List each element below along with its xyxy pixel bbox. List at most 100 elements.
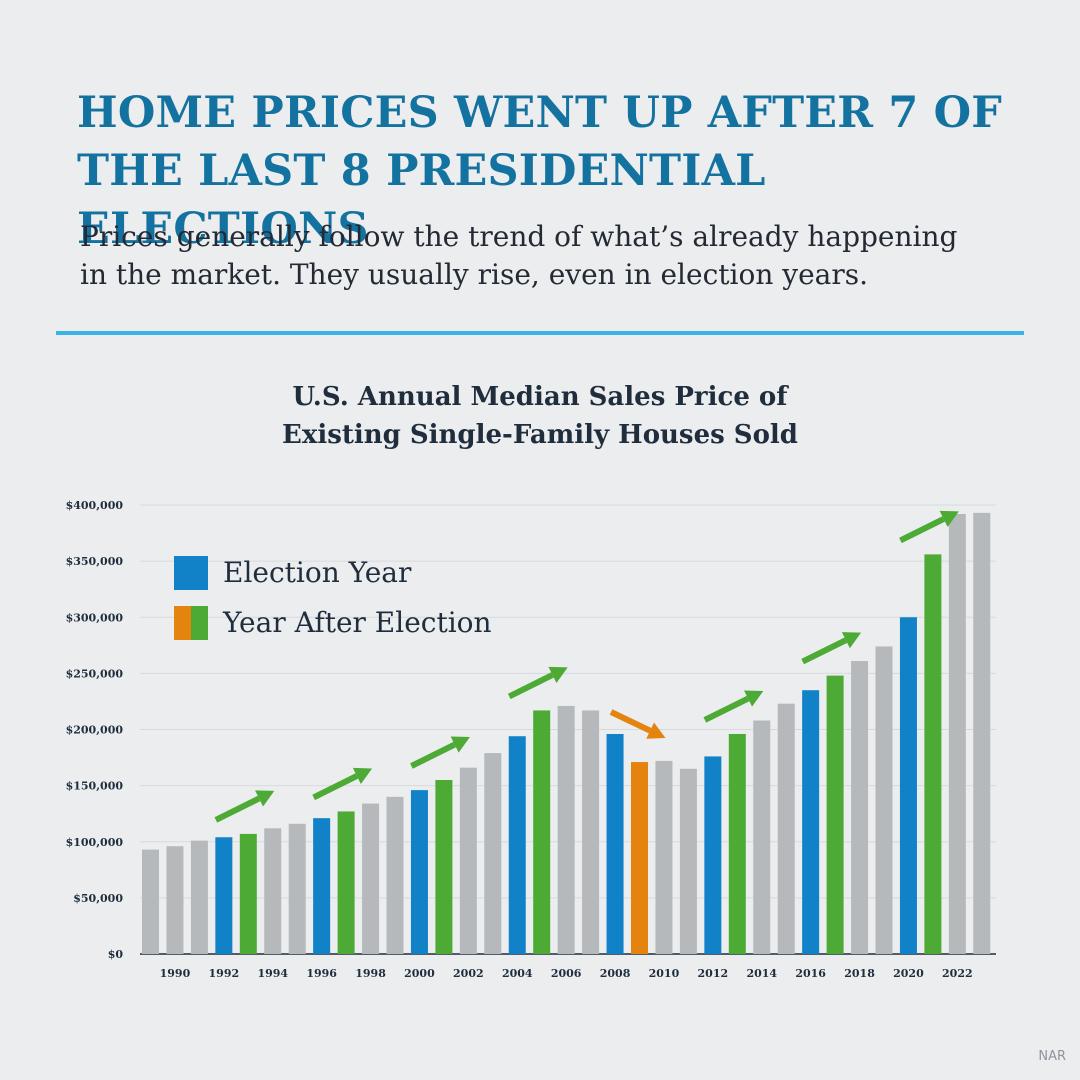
bar-2014 <box>753 720 771 954</box>
x-tick-label: 1998 <box>355 967 386 980</box>
bar-2011 <box>679 768 697 954</box>
y-tick-label: $100,000 <box>66 836 124 849</box>
swatch-orange <box>174 605 191 640</box>
legend-label-year-after-election: Year After Election <box>223 605 492 639</box>
bar-2017 <box>826 675 844 954</box>
bar-2009 <box>631 762 648 954</box>
bar-2001 <box>435 780 453 954</box>
trend-arrow-head <box>646 722 666 739</box>
bar-2019 <box>875 646 893 954</box>
bar-1989 <box>142 849 159 954</box>
trend-arrow-shaft <box>214 795 261 823</box>
legend-label-election-year: Election Year <box>223 555 412 589</box>
x-tick-label: 2014 <box>746 967 777 980</box>
bar-2013 <box>728 733 746 954</box>
y-tick-label: $350,000 <box>66 555 124 568</box>
trend-arrow-shaft <box>609 709 652 734</box>
bar-2012 <box>704 756 722 954</box>
trend-arrow-head <box>744 690 764 707</box>
trend-arrow <box>899 510 959 544</box>
bar-1990 <box>166 846 184 954</box>
x-tick-label: 2018 <box>844 967 875 980</box>
bar-2002 <box>459 767 477 954</box>
trend-arrow-shaft <box>410 741 457 769</box>
trend-arrow-shaft <box>899 516 946 544</box>
y-tick-label: $250,000 <box>66 667 124 680</box>
trend-arrow <box>410 736 470 769</box>
trend-arrow-head <box>939 510 959 528</box>
subheadline-line-2: in the market. They usually rise, even i… <box>80 258 868 291</box>
x-tick-label: 1990 <box>160 967 191 980</box>
x-tick-label: 1996 <box>306 967 337 980</box>
trend-arrow-head <box>255 790 275 807</box>
bar-1991 <box>190 840 208 954</box>
bar-2021 <box>924 554 942 954</box>
legend-swatch-election-year <box>174 555 208 590</box>
bar-2020 <box>899 617 917 954</box>
y-tick-label: $50,000 <box>73 892 123 905</box>
subheadline-line-1: Prices generally follow the trend of wha… <box>80 220 958 253</box>
bar-1993 <box>239 833 257 954</box>
trend-arrow-shaft <box>703 695 750 723</box>
bar-2018 <box>851 661 869 954</box>
source-credit: NAR <box>1038 1049 1066 1064</box>
trend-arrow-shaft <box>507 672 554 700</box>
x-tick-label: 2008 <box>600 967 631 980</box>
bar-2015 <box>777 703 795 954</box>
chart-title: U.S. Annual Median Sales Price of Existi… <box>140 378 940 454</box>
x-axis-ticks: 1990 1992 1994 1996 1998 2000 2002 2004 2006 2008… <box>160 967 973 980</box>
y-tick-label: $0 <box>108 948 124 961</box>
trend-arrows <box>214 510 959 823</box>
y-tick-label: $400,000 <box>66 499 124 512</box>
x-tick-label: 2002 <box>453 967 484 980</box>
trend-arrow <box>609 709 666 739</box>
bar-2004 <box>508 736 526 954</box>
bar-2005 <box>533 710 551 954</box>
legend-item-election-year: Election Year <box>174 555 492 590</box>
bar-1999 <box>386 796 404 954</box>
chart-title-line-2: Existing Single-Family Houses Sold <box>282 420 798 450</box>
bar-2000 <box>410 790 428 954</box>
x-tick-label: 2004 <box>502 967 533 980</box>
x-tick-label: 2000 <box>404 967 435 980</box>
legend-swatch-year-after-election <box>174 605 208 640</box>
bar-1996 <box>313 818 331 954</box>
trend-arrow-head <box>548 666 568 684</box>
trend-arrow-head <box>841 632 862 649</box>
x-tick-label: 2016 <box>795 967 826 980</box>
x-tick-label: 2012 <box>698 967 729 980</box>
bar-2022 <box>948 513 966 954</box>
trend-arrow-shaft <box>801 637 848 665</box>
headline-line-2: THE LAST 8 PRESIDENTIAL ELECTIONS <box>77 146 766 254</box>
trend-arrow-head <box>352 767 373 785</box>
x-tick-label: 2022 <box>942 967 973 980</box>
x-tick-label: 1994 <box>257 967 288 980</box>
y-tick-label: $300,000 <box>66 611 124 624</box>
legend: Election Year Year After Election <box>174 555 492 655</box>
bar-1992 <box>215 837 233 954</box>
legend-item-year-after-election: Year After Election <box>174 605 492 640</box>
bar-2010 <box>655 760 673 954</box>
trend-arrow <box>703 690 764 723</box>
bar-2008 <box>606 733 624 954</box>
trend-arrow <box>312 767 373 801</box>
headline: HOME PRICES WENT UP AFTER 7 OF THE LAST … <box>77 84 1037 258</box>
bar-1997 <box>337 811 355 954</box>
bar-2007 <box>582 710 600 954</box>
trend-arrow-head <box>450 736 470 753</box>
y-axis-ticks: $0 $50,000 $100,000 $150,000 $200,000 $250,00… <box>66 499 124 961</box>
x-tick-label: 2006 <box>551 967 582 980</box>
bar-2003 <box>484 753 502 954</box>
bar-2016 <box>802 690 820 954</box>
trend-arrow <box>801 632 862 665</box>
trend-arrow-shaft <box>312 773 359 801</box>
subheadline: Prices generally follow the trend of wha… <box>80 218 1040 294</box>
bar-1995 <box>288 823 306 954</box>
divider <box>56 331 1024 335</box>
headline-line-1: HOME PRICES WENT UP AFTER 7 OF <box>77 88 1003 138</box>
trend-arrow <box>214 790 275 823</box>
chart-title-line-1: U.S. Annual Median Sales Price of <box>292 382 788 412</box>
bars <box>142 512 991 954</box>
x-tick-label: 2010 <box>649 967 680 980</box>
